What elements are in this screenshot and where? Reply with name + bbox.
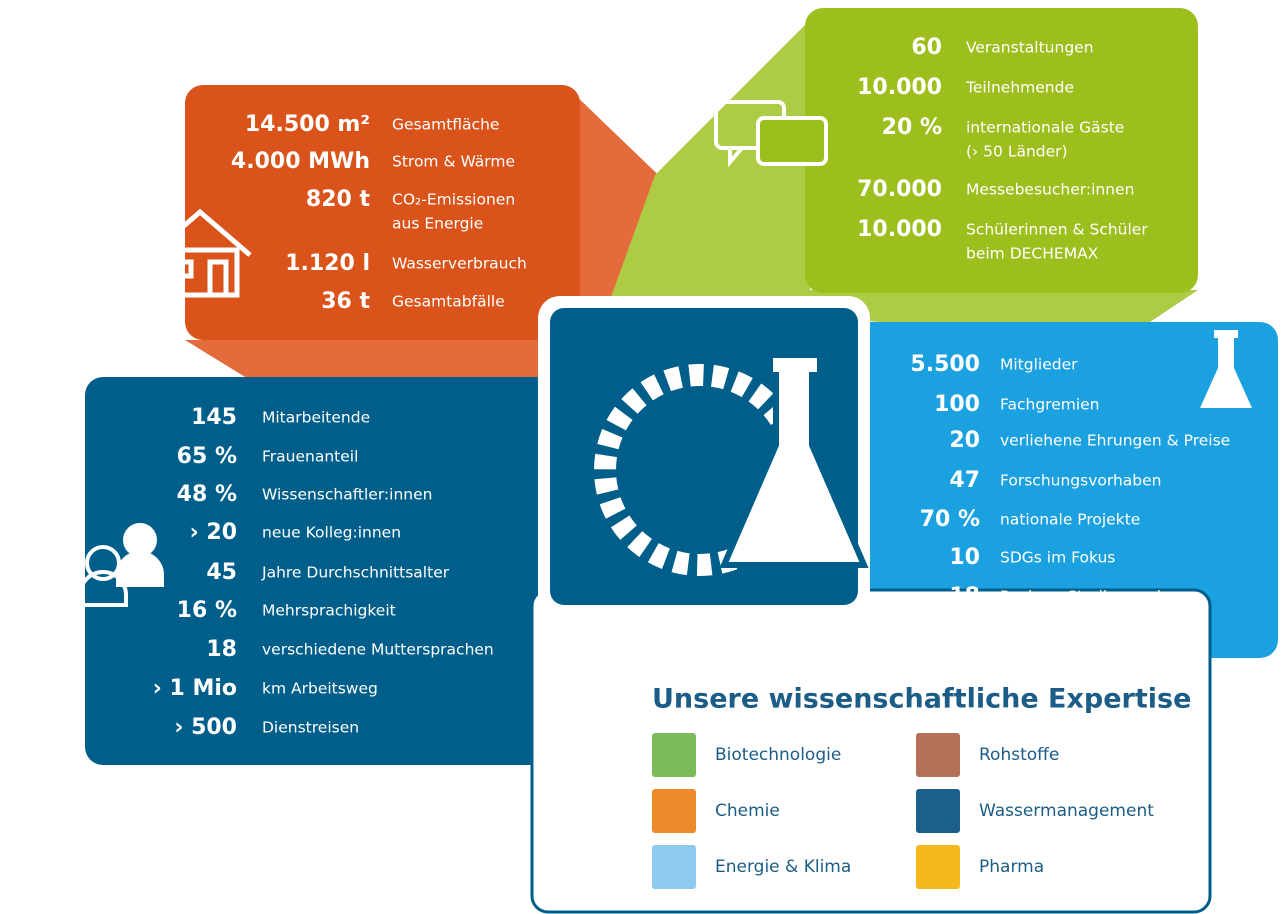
- stat-value: 70.000: [857, 177, 942, 202]
- stat-label: Mitarbeitende: [262, 409, 370, 427]
- stat-label: Mehrsprachigkeit: [262, 602, 396, 620]
- expertise-icon: [916, 845, 960, 889]
- stat-value: › 500: [174, 715, 237, 740]
- expertise-label: Energie & Klima: [715, 857, 851, 877]
- stat-label: verschiedene Muttersprachen: [262, 641, 494, 659]
- stat-value: 20: [949, 428, 980, 453]
- stat-value: 10: [949, 545, 980, 570]
- stat-label: km Arbeitsweg: [262, 680, 378, 698]
- expertise-box: [532, 590, 1210, 912]
- stat-label: Wasserverbrauch: [392, 255, 527, 273]
- stat-label: Papiere, Studien und: [1000, 588, 1161, 606]
- stat-label: Teilnehmende: [965, 79, 1074, 97]
- expertise-label: Pharma: [979, 857, 1044, 877]
- stat-value: 16 %: [177, 598, 237, 623]
- expertise-label: Rohstoffe: [979, 745, 1059, 765]
- stat-value: 5.500: [910, 352, 980, 377]
- stat-label: öffentliche Projektberichte: [1000, 612, 1205, 630]
- page: {"panels":{ "infrastructure":{"items":[ …: [0, 0, 1284, 914]
- expertise-label: Chemie: [715, 801, 780, 821]
- expertise-icon: [652, 733, 696, 777]
- expertise-icon: [916, 789, 960, 833]
- stat-value: 10.000: [857, 75, 942, 100]
- stat-value: 18: [206, 637, 237, 662]
- stat-value: 10.000: [857, 217, 942, 242]
- stat-label: aus Energie: [392, 215, 483, 233]
- stat-label: neue Kolleg:innen: [262, 524, 401, 542]
- stat-value: 70 %: [920, 507, 980, 532]
- stat-value: 1.120 l: [285, 251, 370, 276]
- stat-label: internationale Gäste: [966, 119, 1124, 137]
- stat-label: Dienstreisen: [262, 719, 359, 737]
- stat-value: 45: [206, 560, 237, 585]
- stat-label: (› 50 Länder): [966, 143, 1068, 161]
- stat-label: nationale Projekte: [1000, 511, 1140, 529]
- stat-label: Schülerinnen & Schüler: [966, 221, 1148, 239]
- stat-value: 18: [949, 584, 980, 609]
- stat-label: Jahre Durchschnittsalter: [261, 564, 450, 582]
- stat-label: Strom & Wärme: [392, 153, 515, 171]
- stat-label: verliehene Ehrungen & Preise: [1000, 432, 1230, 450]
- infographic: Unsere wissenschaftliche Expertise 14.50…: [0, 0, 1284, 914]
- expertise-icon: [916, 733, 960, 777]
- stat-label: Mitglieder: [1000, 356, 1078, 374]
- expertise-label: Wassermanagement: [979, 801, 1154, 821]
- stat-label: Veranstaltungen: [966, 39, 1094, 57]
- stat-value: › 20: [190, 520, 237, 545]
- stat-label: Messebesucher:innen: [966, 181, 1134, 199]
- stat-label: SDGs im Fokus: [1000, 549, 1115, 567]
- stat-label: Gesamtfläche: [392, 116, 499, 134]
- stat-label: Gesamtabfälle: [392, 293, 505, 311]
- stat-label: Forschungsvorhaben: [1000, 472, 1161, 490]
- stat-value: 20 %: [882, 115, 942, 140]
- stat-label: Fachgremien: [1000, 396, 1100, 414]
- expertise-title: Unsere wissenschaftliche Expertise: [652, 684, 1191, 715]
- stat-value: 145: [191, 405, 237, 430]
- stat-label: Frauenanteil: [262, 448, 358, 466]
- stat-value: 4.000 MWh: [231, 149, 370, 174]
- expertise-label: Biotechnologie: [715, 745, 841, 765]
- stat-label: beim DECHEMAX: [966, 245, 1099, 263]
- stat-value: 100: [934, 392, 980, 417]
- stat-value: › 1 Mio: [153, 676, 237, 701]
- stat-value: 47: [949, 468, 980, 493]
- stat-label: Wissenschaftler:innen: [262, 486, 432, 504]
- stat-value: 820 t: [306, 187, 371, 212]
- stat-value: 48 %: [177, 482, 237, 507]
- stat-value: 36 t: [321, 289, 370, 314]
- expertise-icon: [652, 845, 696, 889]
- stat-value: 65 %: [177, 444, 237, 469]
- expertise-icon: [652, 789, 696, 833]
- stat-value: 60: [911, 35, 942, 60]
- stat-label: CO₂-Emissionen: [392, 191, 515, 209]
- stat-value: 14.500 m²: [245, 112, 370, 137]
